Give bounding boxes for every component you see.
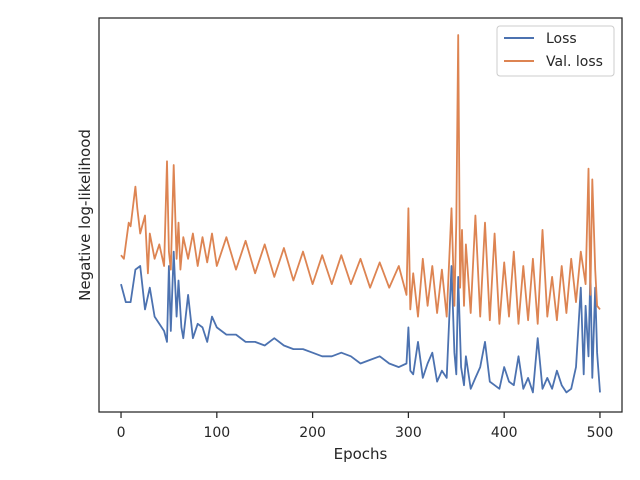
x-tick-label: 400	[491, 425, 518, 441]
legend-label-val-loss: Val. loss	[546, 54, 603, 70]
plot-frame	[98, 17, 623, 413]
x-tick-label: 300	[395, 425, 422, 441]
x-tick-label: 0	[117, 425, 126, 441]
x-tick-label: 100	[203, 425, 230, 441]
x-tick-label: 200	[299, 425, 326, 441]
x-axis-ticks: 0 100 200 300 400 500	[117, 412, 614, 441]
series-line-val-loss	[120, 34, 601, 325]
x-tick-label: 500	[587, 425, 614, 441]
legend: Loss Val. loss	[496, 25, 615, 77]
x-axis-label: Epochs	[334, 445, 388, 463]
series-line-loss	[120, 250, 601, 394]
legend-label-loss: Loss	[546, 31, 577, 47]
series-layer	[120, 34, 601, 394]
y-axis-label: Negative log-likelihood	[76, 129, 94, 301]
